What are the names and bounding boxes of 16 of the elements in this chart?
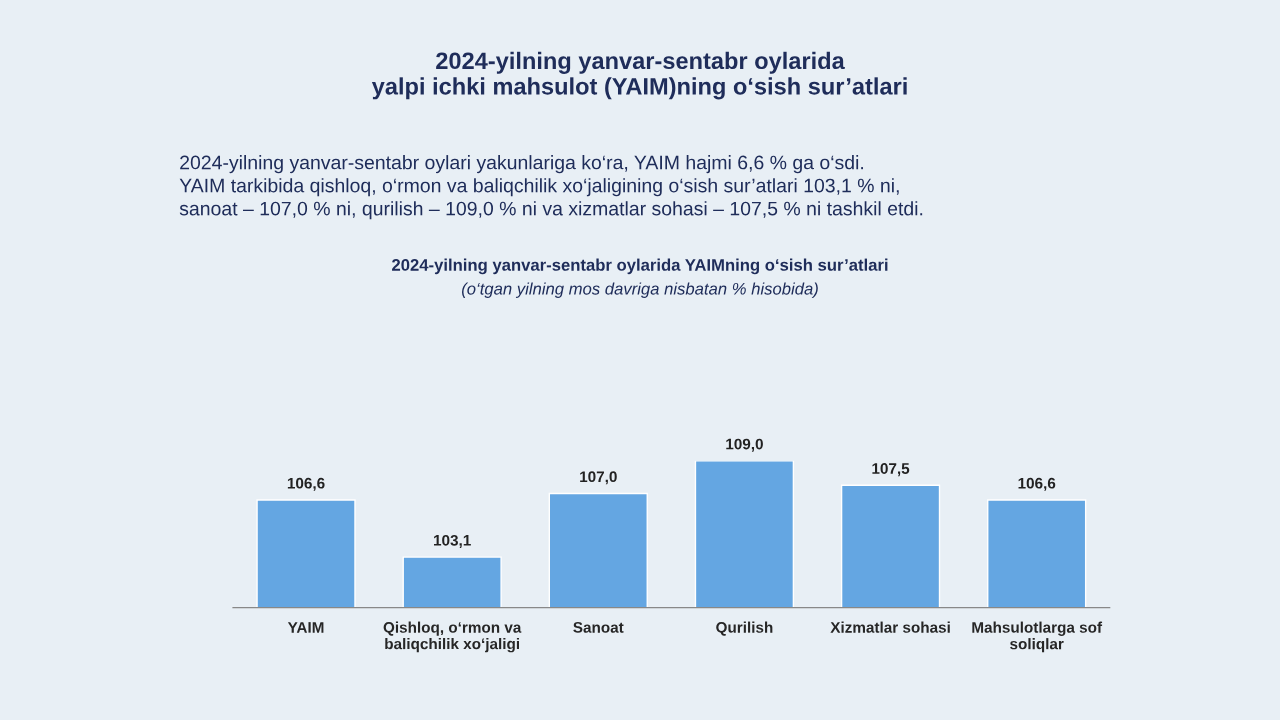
data-label: 106,6: [287, 477, 325, 491]
chart-subtitle: 2024-yilning yanvar-sentabr oylarida YAIMning o‘sish sur’atlari: [392, 258, 888, 275]
x-tick-label: Qurilish: [716, 621, 773, 636]
x-tick-label: Sanoat: [573, 621, 624, 633]
data-label: 109,0: [726, 438, 763, 452]
x-tick-label: Qishloq, o‘rmon va baliqchilik xo‘jaligi: [383, 621, 522, 653]
chart-title: 2024-yilning yanvar-sentabr oylarida yalpi ichki mahsulot (YAIM)ning o‘sish sur’atlari: [371, 51, 907, 100]
x-tick-label: YAIM: [287, 622, 324, 633]
data-label: 103,1: [434, 534, 471, 548]
data-label: 107,0: [580, 471, 617, 485]
data-label: 106,6: [1018, 477, 1056, 491]
data-label: 107,5: [872, 463, 910, 477]
x-tick-label: Xizmatlar sohasi: [830, 621, 950, 633]
text: (o‘tgan yilning mos davriga nisbatan % hisobida): [461, 282, 818, 298]
text: 2024-yilning yanvar-sentabr oylari yakunlariga ko‘ra, YAIM hajmi 6,6 % ga o‘sdi. YAIM tarkibida qishloq, o‘rmon va baliqchilik xo‘jaligining o‘sish sur’atlari 103,1 % ni, sanoat – 107,0 % ni, qurilish – 109,0 % ni va xizmatlar sohasi – 107,5 % ni tashkil etdi.: [179, 155, 923, 220]
x-tick-label: Mahsulotlarga sof soliqlar: [972, 621, 1103, 653]
